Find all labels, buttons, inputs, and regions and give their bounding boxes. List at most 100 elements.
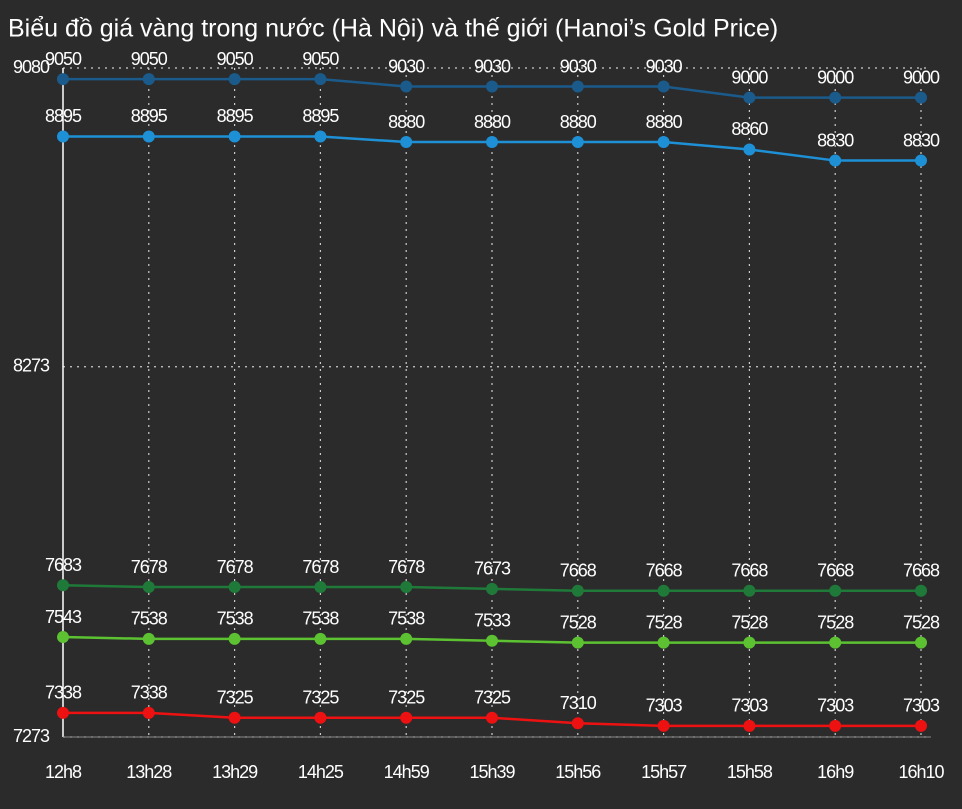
data-point bbox=[400, 581, 413, 594]
data-label: 9050 bbox=[131, 49, 168, 69]
data-point bbox=[142, 130, 155, 143]
data-label: 7678 bbox=[131, 557, 168, 577]
data-point bbox=[571, 717, 584, 730]
data-point bbox=[142, 581, 155, 594]
data-point bbox=[657, 136, 670, 149]
x-tick-label: 13h29 bbox=[212, 762, 258, 782]
data-point bbox=[228, 581, 241, 594]
data-label: 7668 bbox=[731, 561, 768, 581]
data-point bbox=[400, 632, 413, 645]
x-tick-label: 15h57 bbox=[641, 762, 687, 782]
x-tick-label: 16h10 bbox=[898, 762, 944, 782]
data-point bbox=[915, 154, 927, 167]
data-point bbox=[743, 91, 756, 104]
data-point bbox=[314, 711, 327, 724]
data-label: 7528 bbox=[560, 612, 597, 632]
data-point bbox=[829, 719, 842, 732]
data-point bbox=[571, 636, 584, 649]
data-point bbox=[571, 80, 584, 93]
y-tick-label: 7273 bbox=[13, 726, 50, 746]
data-label: 7683 bbox=[45, 555, 82, 575]
data-label: 7325 bbox=[217, 687, 254, 707]
data-label: 9000 bbox=[903, 67, 940, 87]
data-label: 7303 bbox=[903, 696, 940, 716]
data-label: 7668 bbox=[560, 561, 597, 581]
y-tick-label: 9080 bbox=[13, 57, 50, 77]
data-point bbox=[142, 73, 155, 86]
data-point bbox=[57, 130, 69, 143]
data-label: 7528 bbox=[646, 612, 683, 632]
data-point bbox=[915, 636, 927, 649]
data-point bbox=[314, 130, 327, 143]
data-label: 7325 bbox=[302, 687, 339, 707]
data-point bbox=[486, 711, 498, 724]
x-tick-label: 15h58 bbox=[727, 762, 773, 782]
data-point bbox=[400, 80, 413, 93]
data-point bbox=[915, 584, 927, 597]
data-point bbox=[657, 636, 670, 649]
x-tick-label: 14h59 bbox=[384, 762, 430, 782]
data-label: 7338 bbox=[131, 683, 168, 703]
data-point bbox=[57, 706, 69, 719]
data-label: 7538 bbox=[131, 609, 168, 629]
data-label: 9030 bbox=[388, 56, 425, 76]
data-point bbox=[142, 632, 155, 645]
x-tick-label: 15h56 bbox=[555, 762, 601, 782]
data-point bbox=[571, 136, 584, 149]
data-point bbox=[915, 719, 927, 732]
data-point bbox=[228, 711, 241, 724]
data-label: 8830 bbox=[817, 130, 854, 150]
data-label: 7310 bbox=[560, 693, 597, 713]
chart-title: Biểu đồ giá vàng trong nước (Hà Nội) và … bbox=[8, 15, 778, 43]
data-label: 8880 bbox=[560, 112, 597, 132]
data-label: 7528 bbox=[731, 612, 768, 632]
data-point bbox=[829, 91, 842, 104]
data-label: 9050 bbox=[217, 49, 254, 69]
data-label: 8880 bbox=[646, 112, 683, 132]
data-point bbox=[142, 706, 155, 719]
data-label: 9050 bbox=[45, 49, 82, 69]
data-label: 7668 bbox=[646, 561, 683, 581]
data-label: 7528 bbox=[817, 612, 854, 632]
data-point bbox=[829, 154, 842, 167]
data-label: 8880 bbox=[388, 112, 425, 132]
data-label: 7678 bbox=[302, 557, 339, 577]
data-label: 7678 bbox=[388, 557, 425, 577]
data-point bbox=[228, 73, 241, 86]
data-point bbox=[829, 636, 842, 649]
data-point bbox=[657, 719, 670, 732]
x-tick-label: 16h9 bbox=[817, 762, 854, 782]
data-point bbox=[486, 582, 498, 595]
data-label: 9000 bbox=[817, 67, 854, 87]
data-label: 7303 bbox=[731, 696, 768, 716]
data-label: 7668 bbox=[903, 561, 940, 581]
data-point bbox=[743, 719, 756, 732]
data-point bbox=[657, 80, 670, 93]
data-point bbox=[486, 80, 498, 93]
data-label: 8895 bbox=[302, 106, 339, 126]
data-point bbox=[57, 631, 69, 644]
data-point bbox=[486, 634, 498, 647]
data-point bbox=[915, 91, 927, 104]
x-tick-label: 13h28 bbox=[126, 762, 172, 782]
data-label: 8880 bbox=[474, 112, 511, 132]
x-tick-label: 12h8 bbox=[45, 762, 82, 782]
data-point bbox=[743, 143, 756, 156]
data-label: 8860 bbox=[731, 119, 768, 139]
x-tick-label: 14h25 bbox=[298, 762, 344, 782]
data-label: 7543 bbox=[45, 607, 82, 627]
data-point bbox=[314, 73, 327, 86]
data-label: 7678 bbox=[217, 557, 254, 577]
data-label: 7538 bbox=[388, 609, 425, 629]
data-label: 9050 bbox=[302, 49, 339, 69]
data-point bbox=[743, 584, 756, 597]
data-label: 8895 bbox=[45, 106, 82, 126]
data-point bbox=[314, 581, 327, 594]
data-label: 8895 bbox=[217, 106, 254, 126]
data-label: 7528 bbox=[903, 612, 940, 632]
data-point bbox=[400, 136, 413, 149]
data-point bbox=[829, 584, 842, 597]
data-point bbox=[314, 632, 327, 645]
data-label: 7325 bbox=[388, 687, 425, 707]
